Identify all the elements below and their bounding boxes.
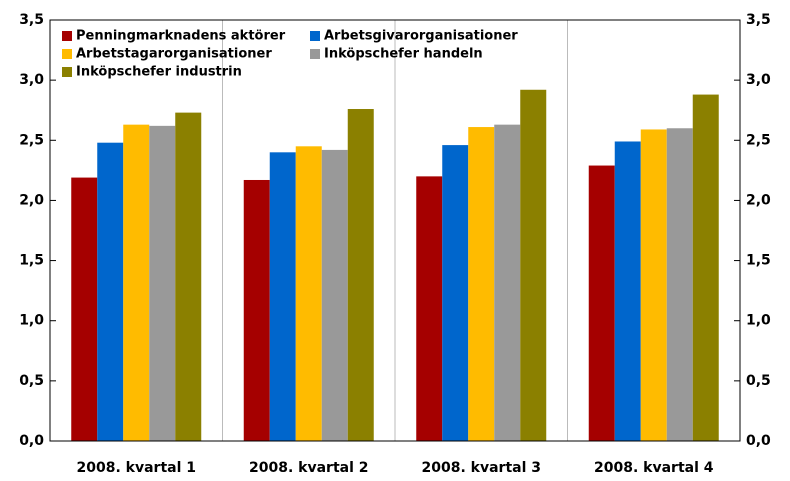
bar <box>494 124 521 442</box>
legend-label: Arbetstagarorganisationer <box>76 47 272 62</box>
bar <box>269 152 296 442</box>
y-tick-label: 0,5 <box>19 373 44 389</box>
legend-swatch <box>62 67 72 77</box>
bar <box>175 112 202 442</box>
bar <box>640 129 667 441</box>
y2-tick-label: 0,0 <box>746 433 771 449</box>
legend-label: Inköpschefer handeln <box>324 47 483 62</box>
y2-tick-label: 2,0 <box>746 192 771 208</box>
bar <box>614 141 641 441</box>
x-tick-label: 2008. kvartal 3 <box>422 460 542 476</box>
legend-swatch <box>62 49 72 59</box>
bar <box>123 124 150 442</box>
legend-swatch <box>310 49 320 59</box>
bar <box>321 149 348 441</box>
bar <box>416 176 443 441</box>
legend-label: Penningmarknadens aktörer <box>76 29 286 44</box>
y-tick-label: 2,0 <box>19 192 44 208</box>
legend-label: Inköpschefer industrin <box>76 65 242 80</box>
y-tick-label: 3,5 <box>19 12 44 28</box>
legend-swatch <box>62 31 72 41</box>
y-tick-label: 1,0 <box>19 313 44 329</box>
bar <box>666 128 693 441</box>
bar <box>588 165 615 441</box>
y2-tick-label: 1,0 <box>746 313 771 329</box>
y-tick-label: 1,5 <box>19 253 44 269</box>
legend-label: Arbetsgivarorganisationer <box>324 29 518 44</box>
y2-tick-label: 1,5 <box>746 253 771 269</box>
plot-frame <box>49 19 741 442</box>
bar <box>520 89 547 441</box>
bar <box>149 125 176 441</box>
y-tick-label: 0,0 <box>19 433 44 449</box>
y2-tick-label: 2,5 <box>746 132 771 148</box>
bar <box>295 146 322 442</box>
y-tick-label: 3,0 <box>19 72 44 88</box>
legend-swatch <box>310 31 320 41</box>
y2-tick-label: 0,5 <box>746 373 771 389</box>
bar <box>468 127 495 441</box>
x-tick-label: 2008. kvartal 4 <box>594 460 714 476</box>
y2-tick-label: 3,5 <box>746 12 771 28</box>
y2-tick-label: 3,0 <box>746 72 771 88</box>
x-tick-label: 2008. kvartal 2 <box>249 460 369 476</box>
bar <box>97 142 124 442</box>
bar <box>692 94 719 441</box>
bar <box>71 177 98 441</box>
bar <box>442 145 469 441</box>
bar <box>243 179 270 442</box>
y-tick-label: 2,5 <box>19 132 44 148</box>
x-tick-label: 2008. kvartal 1 <box>77 460 197 476</box>
bar <box>347 109 374 442</box>
